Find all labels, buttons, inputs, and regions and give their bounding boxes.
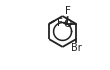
Text: F: F (57, 18, 63, 28)
Text: F: F (65, 6, 71, 16)
Text: O: O (64, 19, 72, 29)
Text: Br: Br (71, 43, 81, 53)
